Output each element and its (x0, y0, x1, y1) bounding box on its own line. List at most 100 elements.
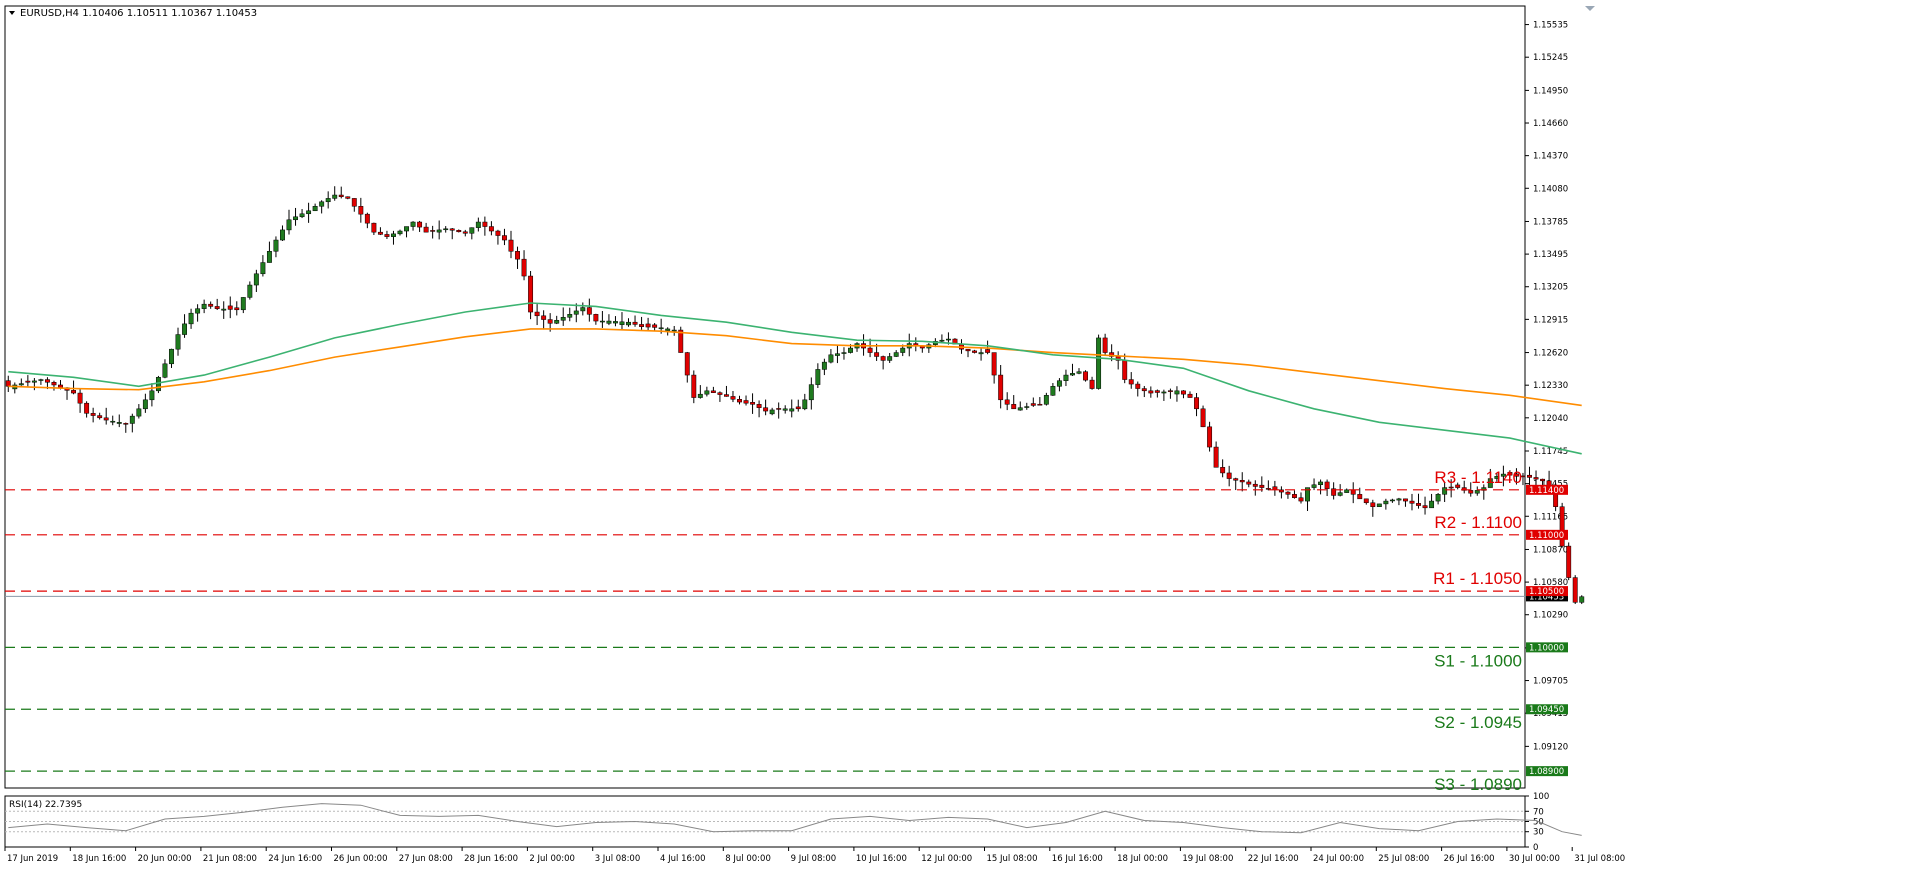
candle-bear (1265, 488, 1271, 490)
candle-bear (763, 407, 769, 412)
candle-bull (1494, 476, 1500, 479)
time-tick-label: 21 Jun 08:00 (203, 854, 257, 864)
level-price-tag (1526, 586, 1568, 597)
candle-bear (1011, 404, 1017, 410)
level-price-tag (1526, 704, 1568, 715)
resistance-level: R1 - 1.1050 1.10500 (5, 569, 1568, 597)
candle-bull (1174, 390, 1180, 395)
candle-bear (338, 194, 344, 197)
candle-bull (573, 310, 579, 315)
candle-bull (397, 230, 403, 235)
candle-bear (58, 384, 63, 388)
current-price-tag-bg (1526, 591, 1568, 602)
candle-bear (528, 275, 534, 313)
candle-bear (1037, 403, 1043, 406)
candle-bear (1030, 403, 1036, 406)
candle-bear (1455, 484, 1461, 488)
candle-bull (1063, 374, 1069, 381)
candle-bear (1507, 472, 1513, 476)
candle-bull (945, 338, 951, 341)
candle-bear (1102, 337, 1108, 353)
candle-bull (280, 229, 285, 241)
price-tick-label: 1.12040 (1533, 414, 1568, 424)
candle-bear (1187, 393, 1193, 398)
rsi-tick-label: 70 (1533, 807, 1544, 817)
candle-bull (808, 384, 814, 401)
price-tick-label: 1.13495 (1533, 250, 1568, 260)
candle-bear (495, 230, 501, 236)
candle-bear (737, 399, 742, 403)
candle-bull (554, 320, 560, 324)
candle-bull (1474, 490, 1480, 494)
price-tick-label: 1.15535 (1533, 21, 1568, 31)
support-level: S2 - 1.0945 1.09450 (5, 704, 1568, 732)
candle-bull (1435, 494, 1441, 502)
price-tick-label: 1.14950 (1533, 86, 1568, 96)
candle-bear (1559, 506, 1565, 547)
candle-bull (939, 339, 945, 342)
candle-bear (1252, 483, 1258, 487)
candle-bull (332, 194, 338, 199)
candle-bear (227, 305, 233, 310)
candle-bull (887, 356, 893, 361)
candle-bear (521, 258, 527, 277)
price-tick-label: 1.11745 (1533, 447, 1568, 457)
candle-bull (260, 262, 266, 275)
candle-bull (802, 399, 808, 410)
time-tick-label: 30 Jul 00:00 (1509, 854, 1560, 864)
price-tick-label: 1.14370 (1533, 152, 1568, 162)
current-price-tag-label: 1.10453 (1529, 592, 1564, 602)
candle-bull (149, 390, 155, 401)
time-tick-label: 31 Jul 08:00 (1574, 854, 1625, 864)
price-tick-label: 1.09120 (1533, 742, 1568, 752)
candle-bull (1076, 371, 1082, 374)
candle-bull (142, 399, 148, 410)
time-tick-label: 15 Jul 08:00 (987, 854, 1038, 864)
candle-bull (129, 415, 135, 424)
candle-bear (1220, 467, 1226, 474)
candle-bull (1396, 498, 1402, 501)
candle-bear (1083, 371, 1088, 381)
candle-bull (1043, 395, 1049, 405)
candle-bull (606, 320, 612, 324)
level-label: S1 - 1.1000 (1434, 651, 1522, 670)
candle-bear (1135, 383, 1141, 389)
candle-bear (358, 206, 364, 215)
candle-bull (665, 328, 671, 331)
symbol-info: EURUSD,H4 1.10406 1.10511 1.10367 1.1045… (20, 8, 257, 19)
time-tick-label: 20 Jun 00:00 (138, 854, 192, 864)
candle-bear (482, 221, 488, 227)
candle-bull (834, 353, 840, 356)
candle-bear (1403, 498, 1408, 502)
candle-bear (1233, 478, 1239, 481)
candle-bull (162, 363, 168, 378)
candle-bull (828, 354, 834, 363)
rsi-tick-label: 50 (1533, 818, 1544, 828)
candle-bull (1050, 386, 1056, 396)
candle-bull (293, 216, 298, 221)
candle-bear (1154, 390, 1160, 393)
candle-bull (1305, 487, 1310, 502)
time-tick-label: 19 Jul 08:00 (1182, 854, 1233, 864)
candle-bear (1167, 390, 1173, 392)
candle-bear (77, 392, 83, 404)
time-axis: 17 Jun 2019 18 Jun 16:00 20 Jun 00:00 21 Ju… (4, 847, 1625, 864)
candle-bear (1109, 352, 1115, 357)
level-price-tag-label: 1.10000 (1529, 643, 1564, 653)
candle-bear (208, 303, 214, 307)
candle-bear (972, 350, 977, 353)
rsi-tick-label: 0 (1533, 843, 1538, 853)
candle-bull (475, 221, 481, 228)
candle-bear (710, 390, 716, 393)
candle-bull (1383, 500, 1389, 505)
candle-bear (1572, 577, 1578, 603)
candle-bull (599, 320, 605, 323)
candle-bear (488, 226, 494, 232)
candle-bull (619, 321, 625, 325)
candle-bull (188, 312, 194, 325)
candle-bull (18, 383, 24, 386)
price-tick-label: 1.10870 (1533, 545, 1568, 555)
candle-bull (841, 352, 847, 354)
candle-bull (769, 409, 775, 415)
